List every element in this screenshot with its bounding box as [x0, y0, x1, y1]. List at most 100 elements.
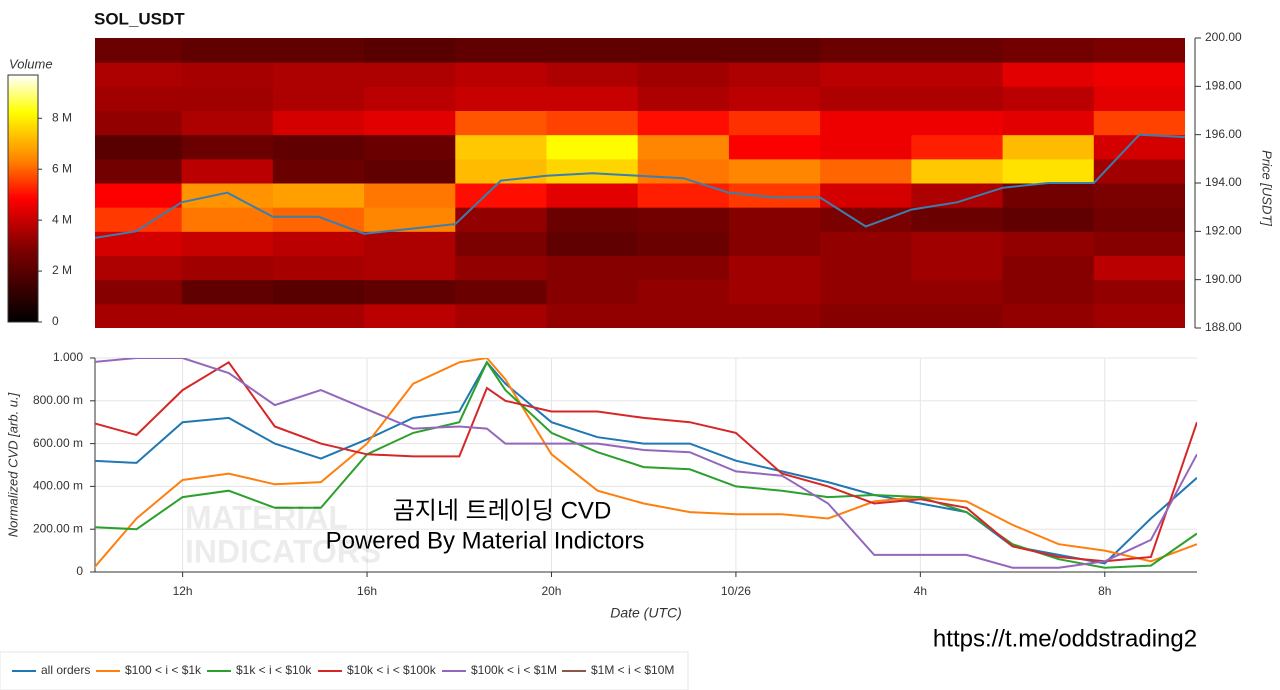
heat-cell — [911, 86, 1004, 111]
cvd-line — [95, 360, 1197, 563]
y-tick-label: 200.00 m — [33, 521, 83, 535]
heat-cell — [637, 207, 730, 232]
y-tick-label: 600.00 m — [33, 436, 83, 450]
heat-cell — [728, 62, 821, 87]
heat-cell — [95, 134, 183, 160]
heat-cell — [637, 183, 730, 208]
heat-cell — [95, 279, 183, 305]
x-tick-label: 16h — [357, 584, 377, 598]
heat-cell — [364, 62, 456, 87]
heat-cell — [728, 110, 821, 136]
heat-cell — [364, 110, 456, 136]
heatmap-panel — [95, 38, 1185, 328]
y-tick-label: 196.00 — [1205, 127, 1242, 141]
legend-label: $100k < i < $1M — [471, 663, 557, 677]
heat-cell — [1093, 279, 1185, 305]
heat-cell — [272, 303, 365, 328]
heat-cell — [455, 231, 548, 256]
x-tick-label: 20h — [541, 584, 561, 598]
heat-cell — [728, 38, 821, 63]
heat-cell — [546, 183, 639, 208]
heat-cell — [181, 255, 274, 281]
heat-cell — [272, 62, 365, 87]
heat-cell — [820, 86, 912, 111]
heat-cell — [455, 86, 548, 111]
heat-cell — [364, 158, 456, 184]
heat-cell — [181, 279, 274, 305]
heat-cell — [820, 207, 912, 232]
heat-cell — [546, 255, 639, 281]
heat-cell — [637, 255, 730, 281]
heat-cell — [455, 303, 548, 328]
y-axis-label: Normalized CVD [arb. u.] — [5, 392, 20, 537]
heat-cell — [1093, 158, 1185, 184]
y-tick-label: 200.00 — [1205, 30, 1242, 44]
heat-cell — [272, 110, 365, 136]
y-tick-label: 400.00 m — [33, 479, 83, 493]
heat-cell — [1093, 134, 1185, 160]
heat-cell — [820, 255, 912, 281]
y-tick-label: 800.00 m — [33, 393, 83, 407]
heat-cell — [728, 86, 821, 111]
heat-cell — [455, 255, 548, 281]
heat-cell — [364, 279, 456, 305]
heat-cell — [637, 279, 730, 305]
heat-cell — [637, 158, 730, 184]
heat-cell — [911, 207, 1004, 232]
heat-cell — [1002, 255, 1095, 281]
heat-cell — [1002, 303, 1095, 328]
heat-cell — [911, 183, 1004, 208]
heat-cell — [911, 158, 1004, 184]
heat-cell — [181, 86, 274, 111]
y-axis-label: Price [USDT] — [1260, 150, 1275, 226]
heat-cell — [181, 134, 274, 160]
heat-cell — [546, 134, 639, 160]
cvd-lines — [95, 358, 1197, 569]
y-tick-label: 188.00 — [1205, 320, 1242, 334]
heat-cell — [1002, 279, 1095, 305]
heat-cell — [1002, 62, 1095, 87]
heat-cell — [820, 183, 912, 208]
heat-cell — [546, 279, 639, 305]
overlay-title: 곰지네 트레이딩 CVD — [393, 497, 612, 524]
heat-cell — [181, 158, 274, 184]
heat-cell — [1093, 303, 1185, 328]
plot-area — [95, 358, 1197, 572]
heat-cell — [455, 38, 548, 63]
heat-cell — [546, 38, 639, 63]
heat-cell — [728, 279, 821, 305]
heat-cell — [911, 303, 1004, 328]
heat-cell — [1093, 86, 1185, 111]
heat-cell — [820, 134, 912, 160]
heat-cell — [181, 231, 274, 256]
heat-cell — [1093, 62, 1185, 87]
heat-cell — [364, 134, 456, 160]
heat-cell — [181, 110, 274, 136]
heat-cell — [546, 158, 639, 184]
y-tick-label: 1.000 — [53, 350, 83, 364]
heat-cell — [1002, 158, 1095, 184]
heat-cell — [95, 38, 183, 63]
y-tick-label: 0 — [76, 564, 83, 578]
heat-cell — [364, 207, 456, 232]
heat-cell — [1002, 231, 1095, 256]
colorbar-tick-label: 0 — [52, 314, 59, 328]
heat-cell — [95, 110, 183, 136]
heat-cell — [364, 231, 456, 256]
heat-cell — [820, 62, 912, 87]
heat-cell — [95, 62, 183, 87]
colorbar-tick-label: 6 M — [52, 161, 72, 175]
price-line — [95, 133, 1185, 239]
heat-cell — [1093, 231, 1185, 256]
heat-cell — [1093, 38, 1185, 63]
heat-cell — [911, 110, 1004, 136]
heat-cell — [272, 279, 365, 305]
heat-cell — [911, 279, 1004, 305]
heat-cell — [95, 255, 183, 281]
watermark: INDICATORS — [185, 533, 381, 569]
heat-cell — [728, 134, 821, 160]
x-tick-label: 4h — [914, 584, 927, 598]
heat-cell — [95, 86, 183, 111]
